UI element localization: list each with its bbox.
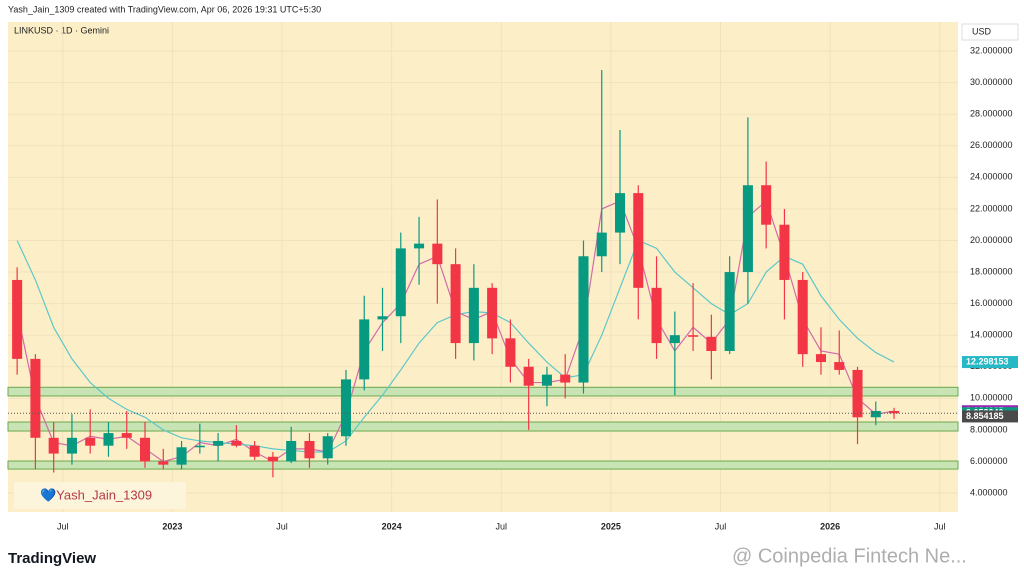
price-label: 8.854185 <box>966 411 1004 421</box>
candle-body <box>651 287 662 344</box>
candle-body <box>377 316 388 320</box>
y-tick-label: 18.000000 <box>970 266 1013 276</box>
candle-body <box>797 279 808 355</box>
candle-body <box>30 358 41 438</box>
candle-body <box>852 369 863 418</box>
candle-body <box>322 436 333 459</box>
y-tick-label: 22.000000 <box>970 203 1013 213</box>
y-tick-label: 10.000000 <box>970 393 1013 403</box>
y-tick-label: 26.000000 <box>970 140 1013 150</box>
price-label-box <box>962 410 1018 423</box>
candle-body <box>213 440 224 446</box>
axis-unit-box <box>961 23 1019 41</box>
candle-body <box>340 379 352 437</box>
candle-body <box>742 185 753 273</box>
candle-body <box>158 461 169 465</box>
candle-body <box>596 232 607 257</box>
candle-body <box>414 243 425 249</box>
candle-body <box>103 433 114 446</box>
candle-body <box>889 410 900 414</box>
x-tick-label: 2024 <box>382 521 402 531</box>
x-tick-label: 2026 <box>820 521 840 531</box>
candle-body <box>541 374 552 386</box>
candle-body <box>578 256 589 383</box>
candle-body <box>815 354 827 363</box>
y-tick-label: 4.000000 <box>970 487 1008 497</box>
y-tick-label: 14.000000 <box>970 330 1013 340</box>
y-tick-label: 8.000000 <box>970 424 1008 434</box>
candle-body <box>633 193 644 288</box>
candle-body <box>66 437 77 454</box>
candle-body <box>450 264 461 344</box>
candle-body <box>139 437 151 462</box>
candle-body <box>870 410 881 418</box>
zone <box>7 386 959 397</box>
candle-body <box>85 437 96 446</box>
credit: Yash_Jain_1309 created with TradingView.… <box>8 4 321 14</box>
candle-body <box>779 224 790 280</box>
zone <box>7 460 959 470</box>
candle-body <box>267 456 278 462</box>
candle-body <box>614 193 626 233</box>
price-label: 12.298153 <box>966 356 1009 366</box>
candle-body <box>359 319 370 380</box>
candle-body <box>121 433 132 438</box>
x-tick-label: Jul <box>496 521 508 531</box>
watermark: 💙Yash_Jain_1309 <box>40 487 152 502</box>
y-tick-label: 30.000000 <box>970 77 1013 87</box>
candle-body <box>523 366 534 386</box>
chart-title: LINKUSD · 1D · Gemini <box>14 25 109 35</box>
y-tick-label: 24.000000 <box>970 172 1013 182</box>
x-tick-label: Jul <box>276 521 288 531</box>
zone <box>7 421 959 432</box>
x-tick-label: 2025 <box>601 521 621 531</box>
candle-body <box>395 248 406 317</box>
source-watermark: @ Coinpedia Fintech Ne... <box>732 545 967 567</box>
candle-body <box>12 279 23 359</box>
y-tick-label: 6.000000 <box>970 456 1008 466</box>
plot <box>7 22 959 512</box>
candle-body <box>432 243 443 265</box>
candle-body <box>48 437 59 454</box>
plot-background <box>8 22 958 512</box>
candle-body <box>505 338 516 367</box>
candle-body <box>194 445 205 448</box>
y-axis-label: USD <box>972 26 992 36</box>
candle-body <box>669 335 680 344</box>
candle-body <box>304 440 315 459</box>
y-tick-label: 16.000000 <box>970 298 1013 308</box>
logo: TradingView <box>8 550 96 567</box>
candle-body <box>560 374 571 383</box>
x-tick-label: Jul <box>934 521 946 531</box>
candle-body <box>688 335 699 337</box>
candle-body <box>468 287 479 344</box>
candle-body <box>286 440 297 462</box>
x-tick-label: 2023 <box>162 521 182 531</box>
x-tick-label: Jul <box>57 521 69 531</box>
x-tick-label: Jul <box>715 521 727 531</box>
candle-body <box>834 362 845 370</box>
candle-body <box>249 445 260 457</box>
candle-body <box>487 287 498 339</box>
y-tick-label: 32.000000 <box>970 45 1013 55</box>
candle-body <box>761 185 772 225</box>
candle-body <box>176 447 187 465</box>
candle-body <box>231 440 242 446</box>
candle-body <box>724 272 735 351</box>
price-label-box <box>962 356 1018 369</box>
watermark-box <box>14 482 186 509</box>
y-tick-label: 28.000000 <box>970 109 1013 119</box>
y-tick-label: 20.000000 <box>970 235 1013 245</box>
candle-body <box>706 336 717 351</box>
